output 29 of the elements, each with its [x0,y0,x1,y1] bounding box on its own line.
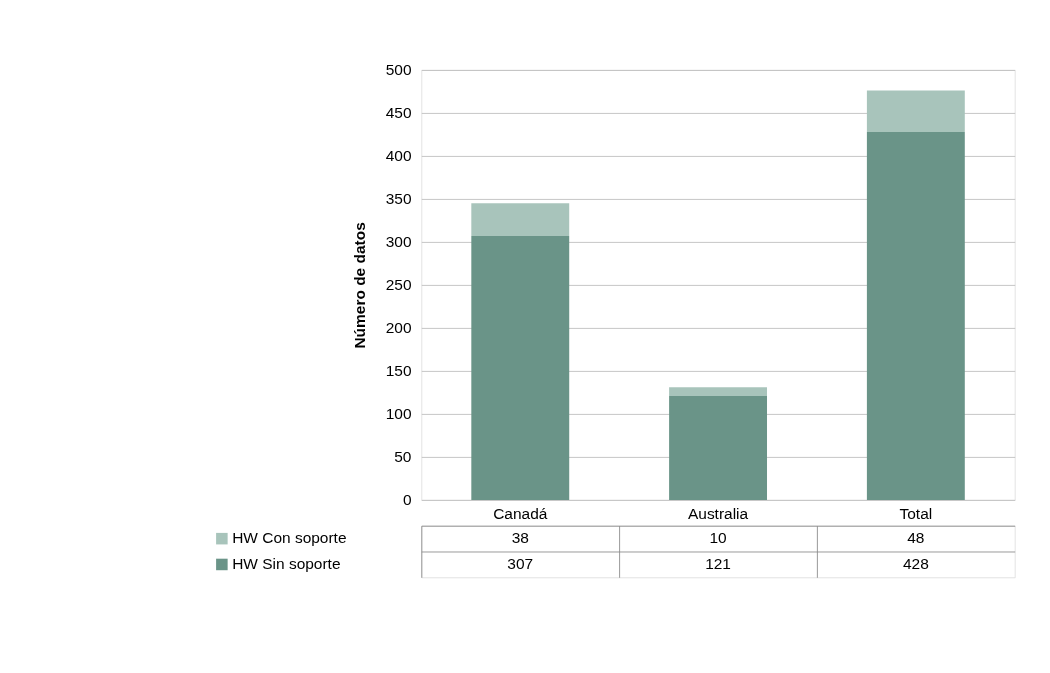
y-axis-title: Número de datos [351,222,369,349]
data-label: 10 [709,528,727,546]
data-label: 307 [507,554,534,572]
bar [471,203,570,236]
legend-label: HW Con soporte [232,528,347,546]
bar [866,131,965,500]
y-tick-label: 100 [385,404,412,422]
bar [669,395,768,500]
y-tick-label: 50 [394,447,412,465]
y-tick-label: 350 [385,189,412,207]
legend-label: HW Sin soporte [232,554,341,572]
y-tick-label: 200 [385,318,412,336]
y-tick-label: 450 [385,103,412,121]
y-tick-label: 300 [385,232,412,250]
data-label: 38 [511,528,529,546]
y-tick-label: 150 [385,361,412,379]
y-tick-label: 250 [385,275,412,293]
y-tick-label: 500 [385,60,412,78]
bar [669,387,768,396]
bar [866,90,965,132]
y-tick-label: 400 [385,146,412,164]
x-tick-label: Australia [687,505,749,523]
x-tick-label: Canadá [493,505,548,523]
data-label: 48 [907,528,925,546]
x-tick-label: Total [899,505,933,523]
data-label: 121 [705,554,731,572]
y-tick-label: 0 [402,490,412,508]
bar [471,235,570,500]
data-label: 428 [902,554,929,572]
